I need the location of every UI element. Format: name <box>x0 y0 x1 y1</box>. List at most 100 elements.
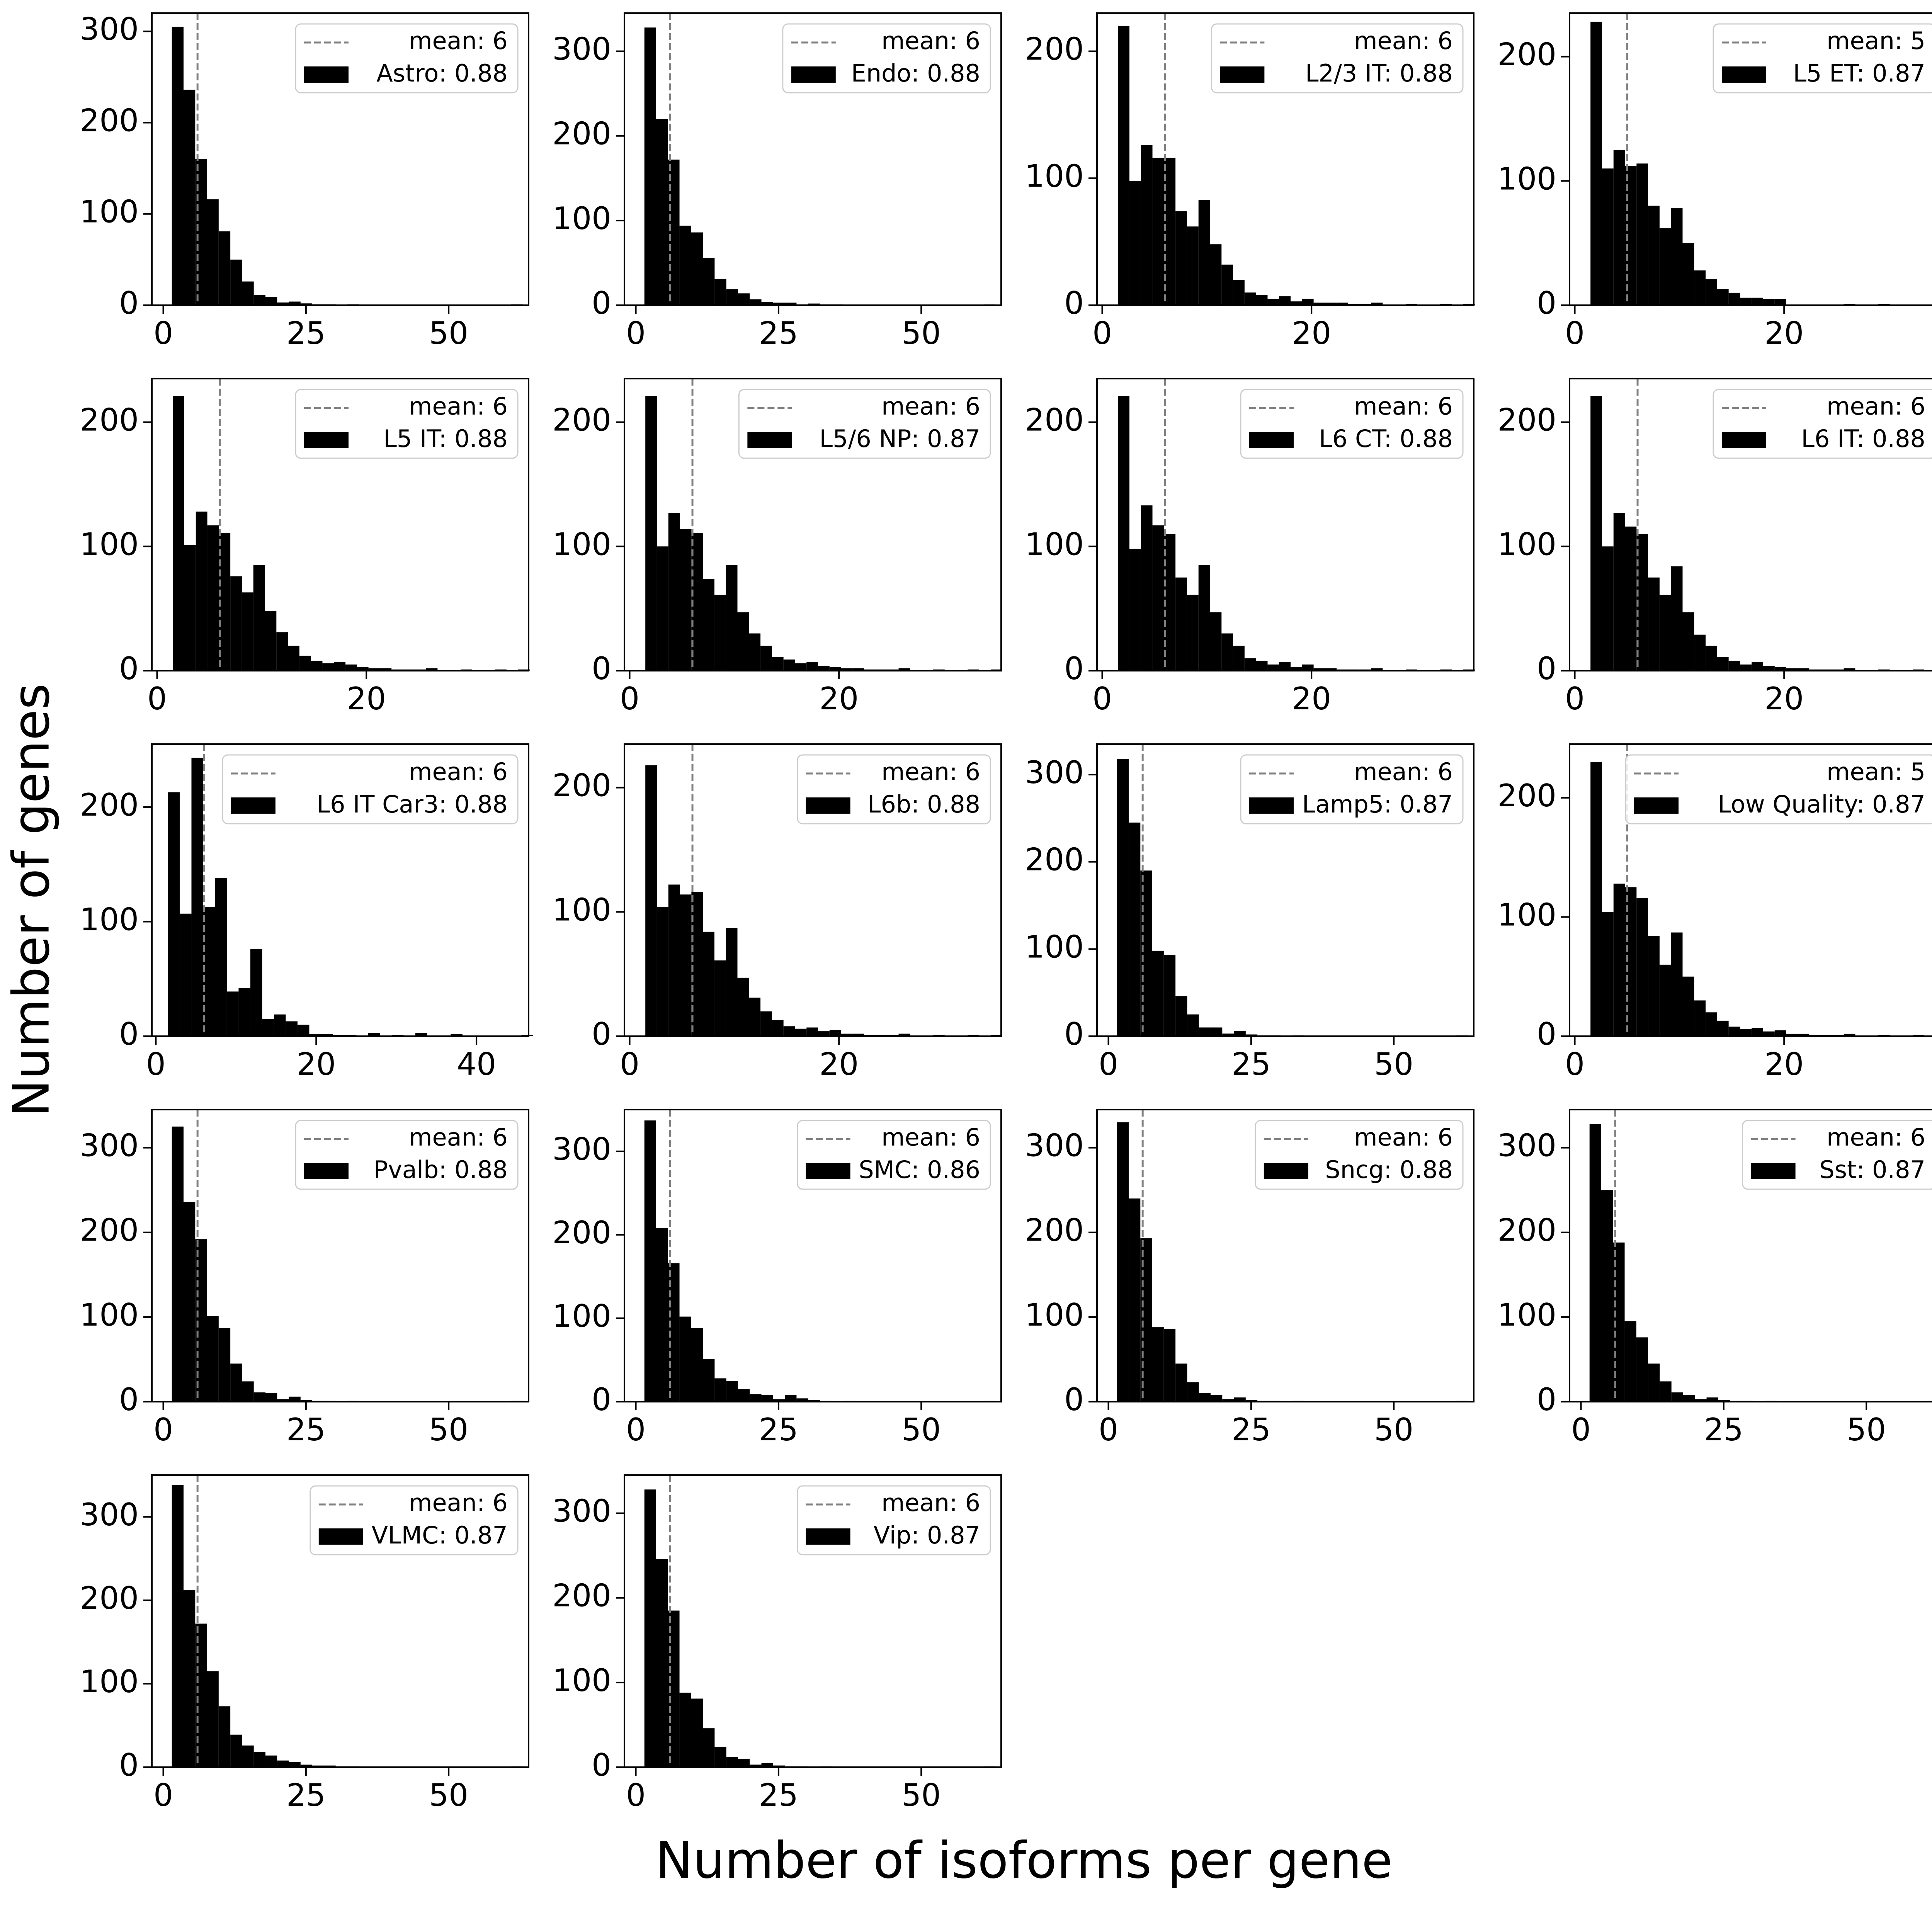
y-tick-label: 0 <box>119 1382 139 1418</box>
x-tick-label: 25 <box>759 1412 798 1448</box>
legend-bar-swatch <box>806 797 850 814</box>
histogram-bar <box>806 1027 818 1036</box>
histogram-bar <box>357 667 369 671</box>
y-tick-label: 100 <box>1025 929 1084 965</box>
y-tick-label: 0 <box>1537 651 1556 687</box>
histogram-bar <box>1682 243 1694 305</box>
y-tick-label: 200 <box>80 1580 139 1616</box>
x-tick-label: 25 <box>1231 1412 1271 1448</box>
histogram-bar <box>644 1489 656 1767</box>
histogram-bar <box>1590 22 1602 305</box>
histogram-bar <box>785 303 797 305</box>
legend-box <box>1713 23 1932 93</box>
histogram-bar <box>195 1623 207 1767</box>
legend-celltype-label: Low Quality: 0.87 <box>1718 790 1925 818</box>
histogram-bar <box>1694 1000 1706 1036</box>
y-tick-label: 200 <box>552 1578 611 1614</box>
histogram-bars <box>1589 1124 1932 1402</box>
histogram-bar <box>288 646 299 671</box>
legend-bar-swatch <box>318 1528 363 1545</box>
histogram-bar <box>1706 1397 1718 1402</box>
y-tick-label: 100 <box>1497 526 1556 562</box>
y-tick-label: 200 <box>1025 1212 1084 1248</box>
histogram-bar <box>714 960 726 1036</box>
histogram-bar <box>242 1381 254 1402</box>
histogram-bar <box>750 1394 762 1402</box>
histogram-bar <box>703 1359 715 1402</box>
x-tick-label: 25 <box>759 315 798 351</box>
histogram-bar <box>1602 168 1614 305</box>
y-tick-label: 300 <box>80 1497 139 1533</box>
histogram-bar <box>1752 297 1764 305</box>
y-tick-label: 0 <box>1064 651 1084 687</box>
histogram-bar <box>726 928 738 1036</box>
histogram-bars <box>172 27 523 305</box>
x-tick-label: 20 <box>1292 681 1331 717</box>
axes-frame <box>624 12 1002 306</box>
histogram-bar <box>1728 661 1740 671</box>
histogram-bar <box>1267 664 1279 671</box>
y-tick-label: 0 <box>119 285 139 321</box>
histogram-bar <box>1129 180 1141 305</box>
histogram-bar <box>1717 657 1729 671</box>
histogram-bar <box>1682 612 1694 671</box>
x-tick-label: 0 <box>1099 1046 1118 1082</box>
y-tick-label: 100 <box>1025 526 1084 562</box>
histogram-bar <box>312 1765 324 1767</box>
histogram-bar <box>1210 1027 1223 1036</box>
histogram-bar <box>1589 1124 1601 1402</box>
histogram-bar <box>668 513 680 671</box>
histogram-bar <box>1128 823 1141 1036</box>
legend-mean-label: mean: 6 <box>409 1123 508 1151</box>
histogram-bar <box>1117 759 1129 1036</box>
legend-celltype-label: Pvalb: 0.88 <box>374 1156 508 1184</box>
axes-frame <box>1096 378 1475 671</box>
histogram-bar <box>1302 299 1314 305</box>
histogram-bar <box>703 258 715 305</box>
histogram-bar <box>1718 1400 1730 1402</box>
legend: mean: 6 Vip: 0.87 <box>797 1485 991 1555</box>
histogram-bar <box>1786 1033 1798 1036</box>
histogram-bar <box>1302 664 1314 671</box>
histogram-bar <box>680 894 692 1036</box>
x-tick-label: 50 <box>429 1412 468 1448</box>
y-tick-label: 200 <box>1025 31 1084 67</box>
histogram-bar <box>1371 668 1383 671</box>
x-tick-label: 25 <box>1231 1046 1271 1082</box>
histogram-bar <box>1774 1030 1786 1036</box>
legend-bar-swatch <box>791 66 836 83</box>
histogram-bar <box>783 1026 795 1036</box>
histogram-bar <box>1199 1027 1211 1036</box>
histogram-bar <box>644 27 656 305</box>
legend-box <box>295 1120 519 1190</box>
histogram-bar <box>1728 1027 1740 1036</box>
histogram-bar <box>218 231 231 305</box>
histogram-bar <box>808 303 820 305</box>
histogram-bars <box>1117 759 1468 1036</box>
y-tick-label: 200 <box>552 402 611 438</box>
histogram-bar <box>1234 1397 1246 1402</box>
histogram-bar <box>1222 1399 1234 1402</box>
x-tick-label: 0 <box>620 1046 639 1082</box>
x-tick-label: 25 <box>286 315 326 351</box>
y-tick-label: 200 <box>1497 402 1556 438</box>
histogram-bar <box>172 1485 184 1767</box>
axes-frame <box>151 1474 529 1768</box>
histogram-bar <box>1774 667 1786 671</box>
histogram-bar <box>761 1763 773 1767</box>
histogram-bar <box>773 1765 785 1767</box>
legend-box <box>295 389 519 459</box>
histogram-bar <box>1844 668 1855 671</box>
histogram-bar <box>1291 667 1302 671</box>
histogram-bar <box>300 303 313 305</box>
legend: mean: 6 SMC: 0.86 <box>797 1120 991 1190</box>
histogram-bar <box>1210 1395 1223 1402</box>
x-tick-label: 20 <box>1764 681 1804 717</box>
histogram-bar <box>1648 1363 1660 1402</box>
legend-celltype-label: L6 CT: 0.88 <box>1319 425 1453 453</box>
